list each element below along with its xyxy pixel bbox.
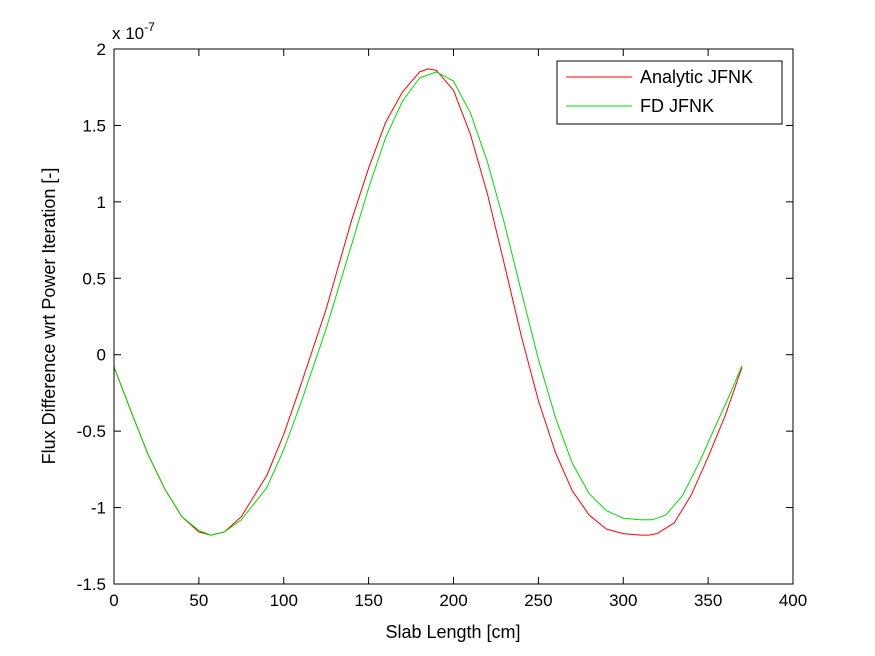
legend-box (556, 60, 783, 125)
y-tick-label: 1 (97, 193, 106, 212)
y-tick-label: -0.5 (77, 422, 106, 441)
x-tick-label: 150 (354, 591, 382, 610)
tick-layer: 0 50 100 150 200 250 300 350 400 -1.5 -1 -0.5 0 0.5 1 1… (77, 40, 807, 610)
x-tick-label: 50 (189, 591, 208, 610)
series-line-fd-jfnk (113, 71, 743, 536)
y-tick-label: -1 (91, 499, 106, 518)
series-layer (113, 68, 743, 536)
x-tick-label: 400 (779, 591, 807, 610)
plot-area-background (114, 49, 793, 584)
x-axis-label: Slab Length [cm] (385, 622, 520, 642)
legend-label-fd-jfnk: FD JFNK (640, 96, 714, 116)
x-tick-label: 200 (439, 591, 467, 610)
legend: Analytic JFNK FD JFNK (556, 60, 783, 125)
legend-label-analytic-jfnk: Analytic JFNK (640, 67, 753, 87)
y-axis-label: Flux Difference wrt Power Iteration [-] (39, 168, 59, 465)
y-exponent-power: -7 (144, 20, 155, 34)
y-tick-label: -1.5 (77, 575, 106, 594)
y-tick-label: 1.5 (82, 116, 106, 135)
y-tick-label: 0 (97, 346, 106, 365)
y-exponent-label: x 10-7 (112, 20, 155, 43)
x-tick-label: 0 (109, 591, 118, 610)
y-exponent-base: x 10 (112, 24, 144, 43)
x-tick-label: 350 (694, 591, 722, 610)
y-tick-label: 2 (97, 40, 106, 59)
x-tick-label: 250 (524, 591, 552, 610)
x-tick-label: 300 (609, 591, 637, 610)
y-tick-label: 0.5 (82, 269, 106, 288)
x-tick-label: 100 (270, 591, 298, 610)
